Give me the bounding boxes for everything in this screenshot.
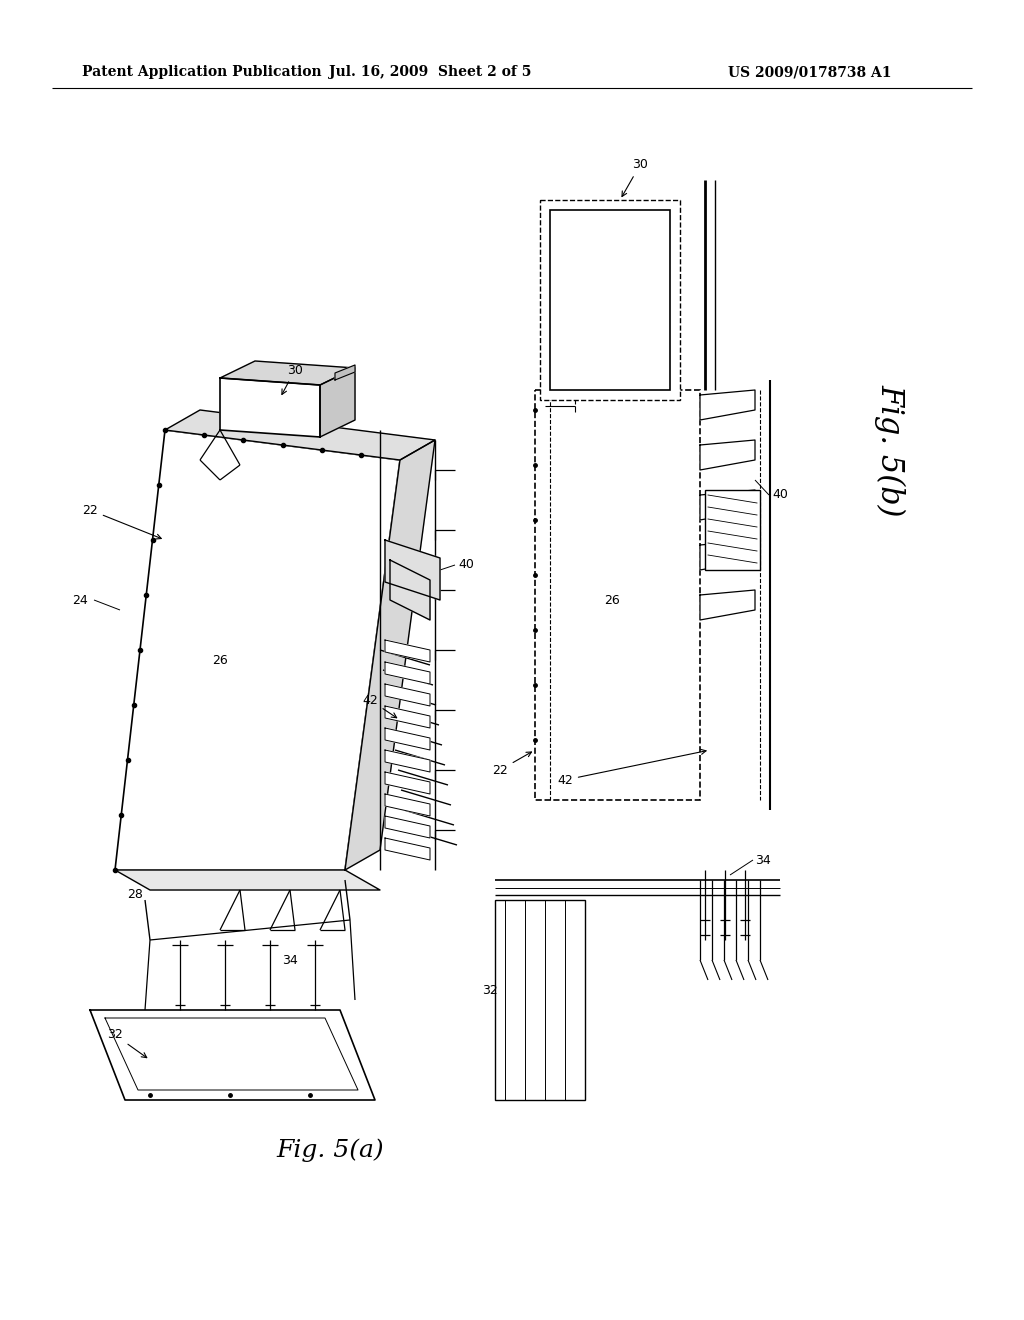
Text: 42: 42: [557, 750, 707, 787]
Polygon shape: [335, 366, 355, 380]
Text: 30: 30: [622, 158, 648, 197]
Text: 34: 34: [283, 953, 298, 966]
Polygon shape: [385, 838, 430, 861]
Polygon shape: [385, 795, 430, 816]
Text: 28: 28: [127, 888, 143, 902]
Text: 26: 26: [212, 653, 228, 667]
Polygon shape: [390, 560, 430, 620]
Text: 24: 24: [73, 594, 88, 606]
Text: 32: 32: [108, 1028, 146, 1057]
Polygon shape: [700, 540, 755, 570]
Polygon shape: [385, 706, 430, 729]
Text: 30: 30: [282, 363, 303, 395]
Polygon shape: [700, 440, 755, 470]
Text: Fig. 5(b): Fig. 5(b): [874, 384, 905, 516]
Polygon shape: [220, 378, 319, 437]
Polygon shape: [385, 772, 430, 795]
Text: 22: 22: [82, 503, 161, 539]
Polygon shape: [700, 490, 755, 520]
Bar: [705, 490, 760, 570]
Text: Patent Application Publication: Patent Application Publication: [82, 65, 322, 79]
Polygon shape: [90, 1010, 375, 1100]
Polygon shape: [700, 389, 755, 420]
Polygon shape: [385, 684, 430, 706]
Polygon shape: [220, 360, 355, 385]
Polygon shape: [700, 590, 755, 620]
Polygon shape: [115, 430, 400, 870]
Text: 42: 42: [362, 693, 396, 718]
Polygon shape: [385, 640, 430, 663]
Text: Jul. 16, 2009  Sheet 2 of 5: Jul. 16, 2009 Sheet 2 of 5: [329, 65, 531, 79]
Text: 22: 22: [493, 752, 531, 776]
Polygon shape: [385, 663, 430, 684]
Text: US 2009/0178738 A1: US 2009/0178738 A1: [728, 65, 892, 79]
Bar: [550, 210, 670, 389]
Polygon shape: [385, 750, 430, 772]
Polygon shape: [115, 870, 380, 890]
Polygon shape: [385, 816, 430, 838]
Text: 34: 34: [755, 854, 771, 866]
Polygon shape: [385, 729, 430, 750]
Text: 32: 32: [482, 983, 498, 997]
Bar: [540, 201, 680, 400]
Polygon shape: [385, 540, 440, 601]
Text: 26: 26: [604, 594, 620, 606]
Polygon shape: [345, 440, 435, 870]
Bar: [535, 389, 700, 800]
Text: 40: 40: [772, 488, 787, 502]
Text: Fig. 5(a): Fig. 5(a): [276, 1138, 384, 1162]
Polygon shape: [319, 368, 355, 437]
Bar: [495, 900, 585, 1100]
Polygon shape: [165, 411, 435, 459]
Text: 40: 40: [458, 558, 474, 572]
